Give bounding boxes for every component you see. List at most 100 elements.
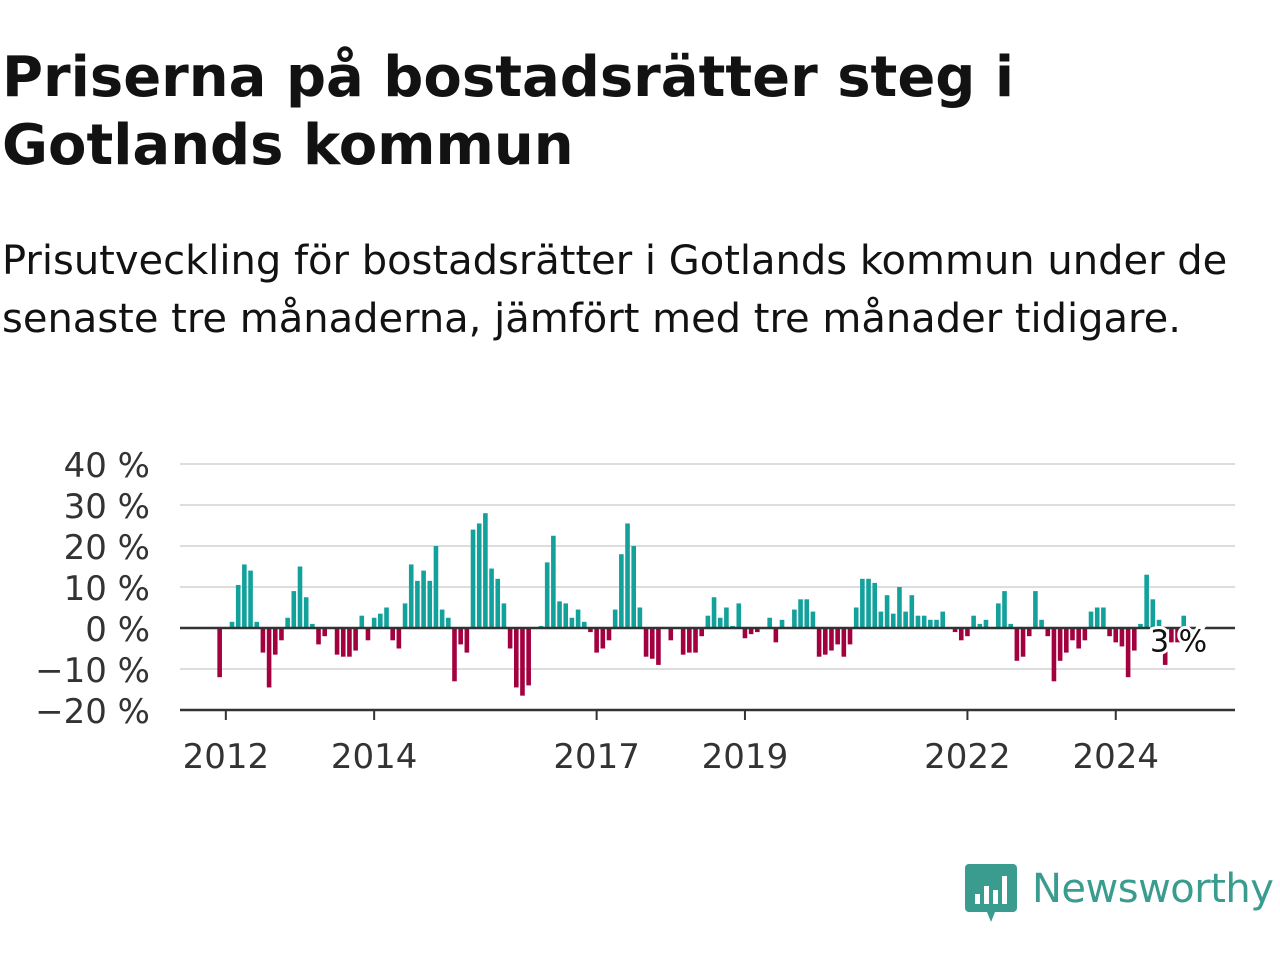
bar xyxy=(742,628,748,639)
bar xyxy=(804,599,810,628)
bar xyxy=(242,564,247,628)
bar xyxy=(971,615,976,628)
bar xyxy=(1138,623,1143,628)
bar xyxy=(551,535,556,628)
bar xyxy=(1026,628,1032,637)
bar xyxy=(353,628,358,651)
bar xyxy=(439,609,445,628)
bar xyxy=(408,564,414,628)
bar xyxy=(711,597,717,628)
bar xyxy=(841,628,847,657)
bar xyxy=(816,628,822,657)
bar xyxy=(452,628,457,682)
bar xyxy=(378,613,383,628)
bar xyxy=(631,546,637,628)
y-tick-label: −10 % xyxy=(35,651,150,691)
bar xyxy=(371,617,377,628)
bar xyxy=(446,617,451,628)
bar xyxy=(1144,574,1149,628)
bar xyxy=(310,623,315,628)
x-tick-label: 2012 xyxy=(183,737,270,777)
bar xyxy=(1045,628,1051,637)
bar xyxy=(637,607,643,628)
bar xyxy=(1156,619,1162,628)
bar xyxy=(699,628,704,637)
bar xyxy=(829,628,834,651)
bar xyxy=(594,628,599,653)
bar xyxy=(1131,628,1137,651)
y-tick-label: 10 % xyxy=(64,569,150,609)
bar xyxy=(835,628,840,645)
bar xyxy=(668,628,674,641)
bar xyxy=(575,609,581,628)
bar xyxy=(897,587,902,628)
bar xyxy=(581,621,587,628)
bar xyxy=(464,628,470,653)
bar xyxy=(507,628,513,649)
bar xyxy=(1014,628,1020,661)
bar xyxy=(279,628,284,641)
bar xyxy=(1051,628,1057,682)
bar xyxy=(347,628,352,657)
bar xyxy=(656,628,661,665)
bar xyxy=(501,603,507,628)
bar xyxy=(365,628,371,641)
bar xyxy=(1008,623,1013,628)
bar xyxy=(563,603,569,628)
bar xyxy=(1175,628,1180,643)
bar-chart: 40 %30 %20 %10 %0 %−10 %−20 % 2012 2014 201… xyxy=(35,446,1235,777)
bar xyxy=(705,615,711,628)
bar xyxy=(489,568,494,628)
bar xyxy=(544,562,550,628)
annotation-label: 3 % xyxy=(1150,625,1207,660)
bar xyxy=(1020,628,1026,657)
bar xyxy=(680,628,686,655)
bar xyxy=(860,578,865,628)
bar xyxy=(1113,628,1119,643)
bar xyxy=(235,584,241,628)
bar xyxy=(915,615,921,628)
bar xyxy=(693,628,698,653)
bar xyxy=(285,617,290,628)
bar xyxy=(606,628,612,641)
bar xyxy=(798,599,803,628)
y-tick-label: 20 % xyxy=(64,528,150,568)
bar xyxy=(600,628,606,649)
bar xyxy=(588,628,593,633)
bar xyxy=(878,611,884,628)
bar xyxy=(1107,628,1112,637)
bar xyxy=(557,601,562,628)
bar xyxy=(748,628,754,635)
bar xyxy=(1169,628,1174,643)
bar xyxy=(810,611,816,628)
bar xyxy=(390,628,395,641)
bar xyxy=(643,628,649,657)
bar xyxy=(996,603,1001,628)
bar xyxy=(1088,611,1094,628)
bar xyxy=(1101,607,1106,628)
bar xyxy=(822,628,828,655)
bar xyxy=(934,619,939,628)
bar xyxy=(1162,628,1168,665)
bar xyxy=(1064,628,1069,653)
bar xyxy=(433,546,439,628)
bar xyxy=(1125,628,1131,678)
bar xyxy=(260,628,266,653)
bar xyxy=(297,566,303,628)
bar xyxy=(1181,615,1187,628)
bar xyxy=(316,628,321,645)
bar xyxy=(1150,599,1156,628)
bar xyxy=(884,595,890,628)
bar xyxy=(520,628,525,696)
bar xyxy=(872,582,878,628)
bar xyxy=(921,615,927,628)
bar xyxy=(421,570,426,628)
bar xyxy=(909,595,915,628)
bar xyxy=(724,607,729,628)
bar xyxy=(291,591,297,628)
bar xyxy=(736,603,742,628)
bar xyxy=(513,628,519,688)
bar xyxy=(266,628,272,688)
bar xyxy=(866,578,871,628)
bar xyxy=(1033,591,1038,628)
